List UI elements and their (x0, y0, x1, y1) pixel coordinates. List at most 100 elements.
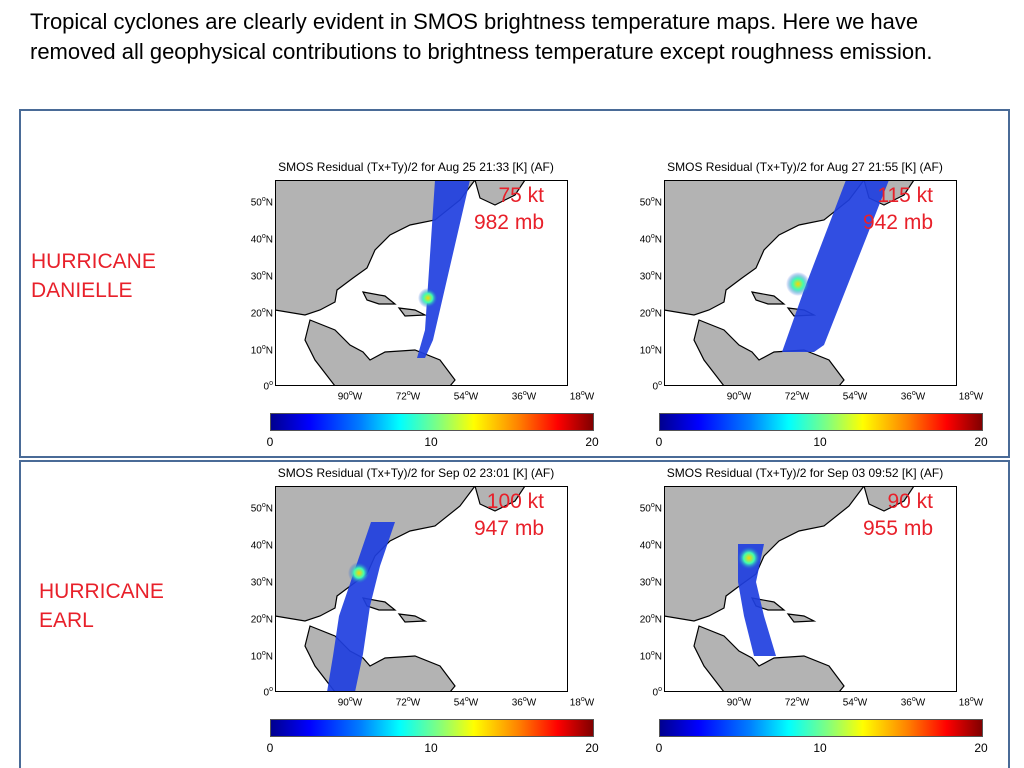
map-title: SMOS Residual (Tx+Ty)/2 for Sep 03 09:52… (666, 466, 944, 480)
storm-eye (786, 272, 810, 296)
latitude-tick-label: 20oN (639, 307, 662, 320)
storm-intensity: 75 kt 982 mb (474, 182, 544, 236)
land-mass (304, 319, 456, 386)
longitude-tick-label: 90oW (726, 696, 752, 709)
max-wind-speed: 90 kt (887, 490, 933, 513)
land-mass (786, 613, 817, 623)
longitude-tick-label: 18oW (569, 696, 595, 709)
longitude-tick-label: 54oW (453, 390, 479, 403)
smos-residual-map (275, 180, 568, 386)
longitude-tick-label: 18oW (958, 696, 984, 709)
longitude-tick-label: 90oW (726, 390, 752, 403)
map-title: SMOS Residual (Tx+Ty)/2 for Aug 27 21:55… (667, 160, 943, 174)
latitude-tick-label: 50oN (639, 196, 662, 209)
longitude-tick-label: 54oW (842, 696, 868, 709)
intro-text: Tropical cyclones are clearly evident in… (30, 9, 933, 64)
land-mass (750, 291, 786, 305)
smos-swath (417, 180, 470, 358)
latitude-tick-label: 20oN (250, 307, 273, 320)
longitude-tick-label: 18oW (569, 390, 595, 403)
land-mass (361, 291, 397, 305)
map-panel-aug27: SMOS Residual (Tx+Ty)/2 for Aug 27 21:55… (629, 160, 1001, 456)
colorbar-tick-label: 10 (424, 741, 438, 755)
longitude-tick-label: 90oW (337, 696, 363, 709)
longitude-tick-label: 18oW (958, 390, 984, 403)
storm-label-line: HURRICANE (31, 250, 156, 273)
smos-swath (327, 522, 395, 692)
map-title: SMOS Residual (Tx+Ty)/2 for Sep 02 23:01… (277, 466, 555, 480)
storm-eye (418, 288, 438, 308)
storm-eye (737, 546, 761, 570)
central-pressure: 955 mb (862, 517, 933, 540)
storm-intensity: 90 kt 955 mb (863, 488, 933, 542)
central-pressure: 942 mb (862, 211, 933, 234)
colorbar-tick-label: 20 (585, 435, 599, 449)
latitude-tick-label: 0o (263, 380, 273, 393)
longitude-tick-label: 72oW (395, 696, 421, 709)
land-mass (693, 319, 845, 386)
latitude-tick-label: 10oN (250, 344, 273, 357)
smos-swath (782, 180, 889, 352)
map-title: SMOS Residual (Tx+Ty)/2 for Aug 25 21:33… (278, 160, 554, 174)
latitude-tick-label: 10oN (639, 344, 662, 357)
colorbar-tick-label: 0 (266, 435, 274, 449)
colorbar-tick-label: 20 (974, 435, 988, 449)
map-panel-sep03: SMOS Residual (Tx+Ty)/2 for Sep 03 09:52… (629, 466, 1001, 762)
latitude-tick-label: 0o (263, 686, 273, 699)
storm-intensity: 100 kt 947 mb (474, 488, 544, 542)
latitude-tick-label: 30oN (639, 576, 662, 589)
storm-label-line: HURRICANE (39, 580, 164, 603)
central-pressure: 982 mb (473, 211, 544, 234)
land-mass (474, 486, 526, 512)
latitude-tick-label: 10oN (639, 650, 662, 663)
latitude-tick-label: 30oN (250, 576, 273, 589)
latitude-tick-label: 50oN (250, 502, 273, 515)
latitude-tick-label: 0o (652, 686, 662, 699)
max-wind-speed: 115 kt (877, 184, 933, 207)
land-mass (397, 307, 428, 317)
storm-eye (348, 562, 370, 584)
latitude-tick-label: 0o (652, 380, 662, 393)
map-panel-sep02: SMOS Residual (Tx+Ty)/2 for Sep 02 23:01… (240, 466, 612, 762)
map-plot (664, 486, 957, 692)
map-plot (664, 180, 957, 386)
longitude-tick-label: 72oW (784, 390, 810, 403)
smos-residual-map (664, 180, 957, 386)
colorbar (659, 719, 983, 737)
colorbar-tick-label: 0 (655, 435, 663, 449)
longitude-tick-label: 36oW (511, 696, 537, 709)
latitude-tick-label: 40oN (639, 233, 662, 246)
land-mass (397, 613, 428, 623)
longitude-tick-label: 54oW (842, 390, 868, 403)
colorbar (659, 413, 983, 431)
colorbar (270, 719, 594, 737)
smos-swath (738, 544, 776, 656)
latitude-tick-label: 10oN (250, 650, 273, 663)
storm-label-line: DANIELLE (31, 279, 133, 302)
latitude-tick-label: 30oN (639, 270, 662, 283)
section-hurricane-earl (19, 460, 1010, 768)
map-plot (275, 486, 568, 692)
land-mass (474, 180, 526, 206)
colorbar-tick-label: 0 (266, 741, 274, 755)
longitude-tick-label: 36oW (900, 696, 926, 709)
max-wind-speed: 75 kt (498, 184, 544, 207)
land-mass (863, 486, 915, 512)
storm-intensity: 115 kt 942 mb (863, 182, 933, 236)
latitude-tick-label: 20oN (639, 613, 662, 626)
latitude-tick-label: 40oN (250, 233, 273, 246)
storm-label-line: EARL (39, 609, 94, 632)
max-wind-speed: 100 kt (486, 490, 544, 513)
latitude-tick-label: 20oN (250, 613, 273, 626)
colorbar-tick-label: 10 (813, 435, 827, 449)
latitude-tick-label: 50oN (250, 196, 273, 209)
central-pressure: 947 mb (473, 517, 544, 540)
longitude-tick-label: 72oW (395, 390, 421, 403)
longitude-tick-label: 36oW (511, 390, 537, 403)
longitude-tick-label: 36oW (900, 390, 926, 403)
longitude-tick-label: 90oW (337, 390, 363, 403)
longitude-tick-label: 72oW (784, 696, 810, 709)
smos-residual-map (275, 486, 568, 692)
smos-residual-map (664, 486, 957, 692)
colorbar-tick-label: 20 (974, 741, 988, 755)
